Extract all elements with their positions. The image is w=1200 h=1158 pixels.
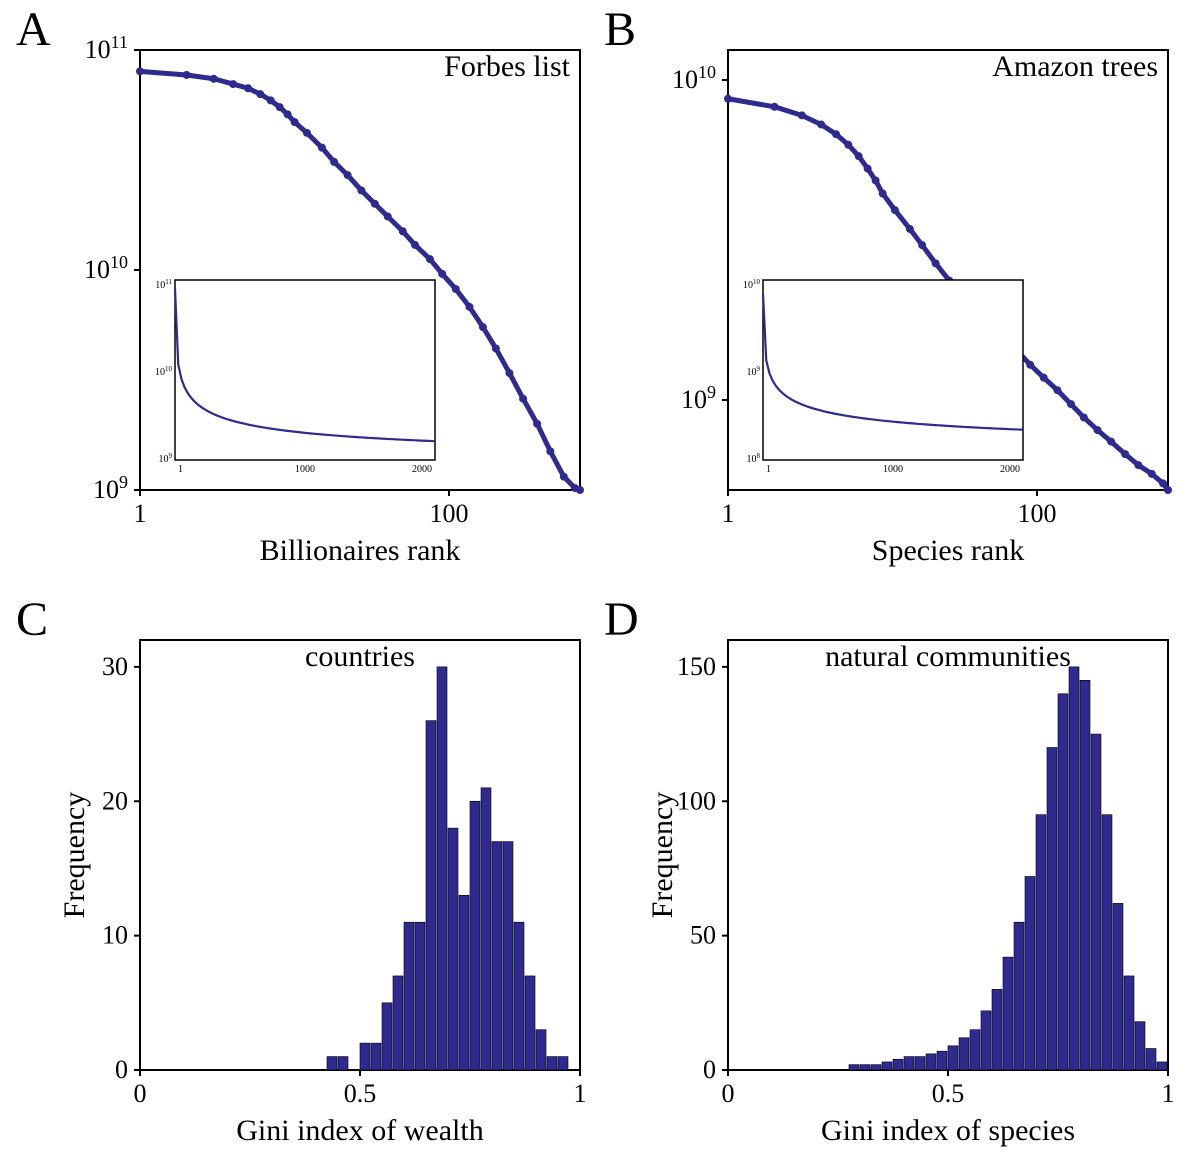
panel-d: 050100150 00.51 Gini index of species Fr…: [648, 610, 1188, 1150]
panel-c-label: C: [16, 592, 48, 647]
panel-d-bars: [849, 667, 1167, 1070]
panel-a-xticks: 1 100: [134, 490, 469, 528]
panel-b: 109 1010 1 100 Species rank Total indivi…: [648, 20, 1188, 580]
svg-text:0: 0: [703, 1055, 716, 1084]
svg-text:1011: 1011: [155, 278, 172, 291]
svg-text:1: 1: [178, 464, 183, 475]
svg-text:10: 10: [102, 921, 128, 950]
panel-a-label: A: [16, 2, 51, 57]
svg-text:30: 30: [102, 652, 128, 681]
panel-b-xticks: 1 100: [722, 490, 1057, 528]
svg-text:109: 109: [159, 452, 173, 465]
svg-text:0: 0: [722, 1079, 735, 1108]
panel-c-xlabel: Gini index of wealth: [236, 1114, 483, 1147]
panel-c-yticks: 0 10 20 30: [102, 652, 140, 1084]
panel-d-xticks: 00.51: [722, 1070, 1175, 1108]
svg-text:2000: 2000: [412, 464, 432, 475]
svg-text:1010: 1010: [672, 62, 716, 94]
panel-b-label: B: [604, 2, 636, 57]
svg-text:1010: 1010: [743, 278, 761, 291]
panel-a-title: Forbes list: [444, 50, 571, 83]
figure-root: A 109 1010 1011 1 100 Billionaires rank …: [0, 0, 1200, 1158]
svg-text:1: 1: [1162, 1079, 1175, 1108]
panel-b-title: Amazon trees: [992, 50, 1158, 83]
panel-c: 0102030 00.51 Gini index of wealth Frequ…: [60, 610, 600, 1150]
svg-text:0.5: 0.5: [344, 1079, 377, 1108]
svg-text:1: 1: [722, 499, 735, 528]
svg-text:109: 109: [747, 365, 761, 378]
svg-text:150: 150: [677, 652, 716, 681]
svg-text:0.5: 0.5: [932, 1079, 965, 1108]
panel-a-xlabel: Billionaires rank: [260, 534, 461, 567]
panel-a-yticks: 109 1010 1011: [84, 32, 140, 504]
panel-c-bars: [327, 667, 568, 1070]
panel-c-ylabel: Frequency: [60, 792, 91, 919]
svg-text:1011: 1011: [85, 32, 128, 64]
svg-text:50: 50: [690, 921, 716, 950]
panel-a: 109 1010 1011 1 100 Billionaires rank We…: [60, 20, 600, 580]
svg-text:0: 0: [115, 1055, 128, 1084]
svg-text:2000: 2000: [1000, 464, 1020, 475]
svg-text:108: 108: [747, 452, 761, 465]
svg-text:1: 1: [134, 499, 147, 528]
svg-text:1010: 1010: [84, 252, 128, 284]
panel-d-title: natural communities: [825, 640, 1071, 673]
panel-d-ylabel: Frequency: [648, 792, 679, 919]
svg-text:1: 1: [574, 1079, 587, 1108]
panel-a-inset: 1 1000 2000 1011 1010 109: [155, 278, 435, 475]
svg-text:100: 100: [430, 499, 469, 528]
svg-text:109: 109: [681, 382, 716, 414]
panel-c-xticks: 00.51: [134, 1070, 587, 1108]
svg-text:100: 100: [1018, 499, 1057, 528]
svg-text:1000: 1000: [883, 464, 903, 475]
panel-d-label: D: [604, 592, 639, 647]
panel-b-xlabel: Species rank: [872, 534, 1024, 567]
svg-text:1000: 1000: [295, 464, 315, 475]
svg-text:100: 100: [677, 786, 716, 815]
svg-text:20: 20: [102, 786, 128, 815]
panel-d-xlabel: Gini index of species: [821, 1114, 1075, 1147]
panel-b-inset: 1 1000 2000 1010 109 108: [743, 278, 1023, 475]
svg-text:109: 109: [93, 472, 128, 504]
panel-c-title: countries: [305, 640, 415, 673]
svg-text:1010: 1010: [155, 365, 173, 378]
svg-text:1: 1: [766, 464, 771, 475]
panel-d-yticks: 0 50 100 150: [677, 652, 728, 1084]
svg-text:0: 0: [134, 1079, 147, 1108]
panel-b-yticks: 109 1010: [672, 62, 728, 414]
